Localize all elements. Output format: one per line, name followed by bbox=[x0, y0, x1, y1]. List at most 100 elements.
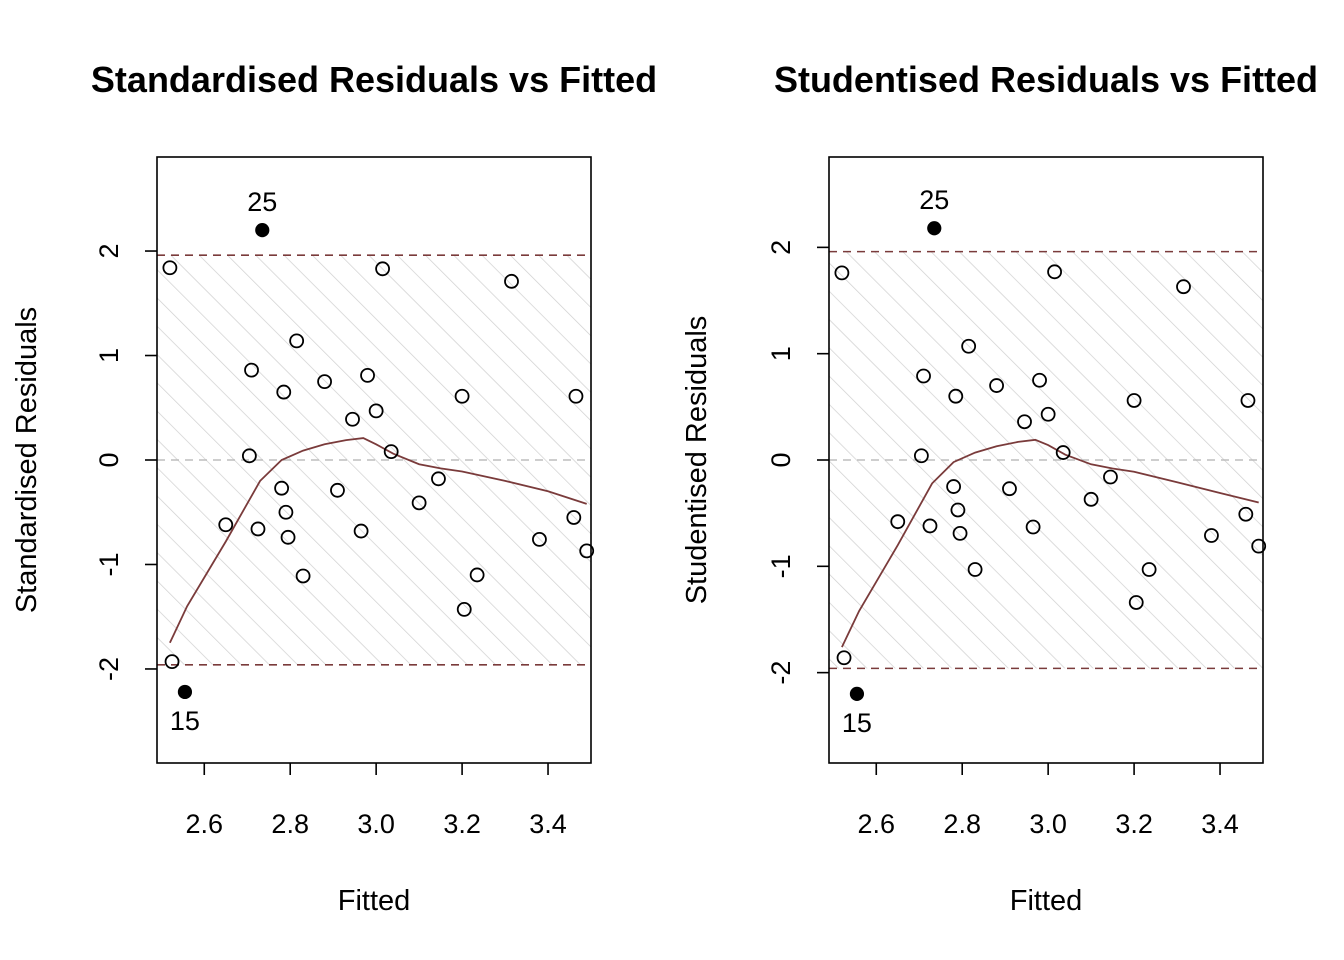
data-point bbox=[454, 388, 470, 404]
data-point bbox=[1240, 393, 1256, 408]
data-point bbox=[836, 650, 852, 666]
data-point bbox=[383, 444, 399, 460]
outlier-label: 25 bbox=[247, 187, 277, 217]
plot-area: 25 15 2.6 2.8 3.0 3.2 3.4 -2 -1 0 1 2 bbox=[94, 156, 595, 839]
x-tick-label: 3.0 bbox=[357, 809, 395, 839]
y-tick-label: 0 bbox=[766, 452, 796, 467]
data-point bbox=[952, 525, 968, 541]
data-point bbox=[353, 523, 369, 539]
data-point bbox=[1040, 406, 1056, 422]
data-point bbox=[289, 333, 305, 349]
x-axis-label: Fitted bbox=[1010, 885, 1083, 917]
data-point bbox=[241, 448, 257, 464]
y-tick-label: -1 bbox=[766, 554, 796, 578]
outlier-label: 15 bbox=[842, 708, 872, 738]
panel-standardised: Standardised Residuals vs Fitted Fitted … bbox=[11, 59, 657, 917]
data-point bbox=[280, 529, 296, 545]
data-point bbox=[532, 532, 547, 547]
data-point bbox=[950, 502, 966, 518]
outlier-point bbox=[927, 221, 942, 236]
y-axis-label: Standardised Residuals bbox=[11, 307, 43, 613]
data-point bbox=[1251, 538, 1267, 554]
chart-title: Studentised Residuals vs Fitted bbox=[774, 59, 1318, 100]
chart-title: Standardised Residuals vs Fitted bbox=[91, 59, 657, 100]
y-tick-label: 2 bbox=[94, 244, 124, 259]
data-point bbox=[1128, 595, 1144, 610]
data-point bbox=[566, 510, 582, 525]
y-axis-label: Studentised Residuals bbox=[681, 316, 713, 605]
plot-area: 25 15 2.6 2.8 3.0 3.2 3.4 -2 -1 0 1 2 bbox=[766, 156, 1267, 839]
x-tick-label: 3.0 bbox=[1029, 809, 1067, 839]
data-point bbox=[1002, 481, 1017, 497]
y-tick-label: 0 bbox=[94, 452, 124, 467]
data-point bbox=[916, 368, 931, 384]
data-point bbox=[568, 388, 584, 404]
data-point bbox=[913, 448, 929, 464]
data-point bbox=[1141, 562, 1157, 577]
data-point bbox=[278, 504, 294, 520]
data-point bbox=[1176, 279, 1191, 295]
x-tick-label: 2.8 bbox=[271, 809, 309, 839]
data-point bbox=[834, 265, 850, 281]
data-point bbox=[961, 338, 977, 354]
y-tick-label: -1 bbox=[94, 552, 124, 576]
data-point bbox=[345, 411, 360, 427]
x-axis-label: Fitted bbox=[338, 885, 411, 917]
data-point bbox=[1204, 528, 1219, 543]
data-point bbox=[1055, 445, 1071, 460]
outlier-point bbox=[177, 684, 193, 700]
x-tick-label: 2.8 bbox=[943, 809, 981, 839]
data-point bbox=[330, 482, 345, 498]
data-point bbox=[1126, 393, 1142, 408]
data-point bbox=[274, 480, 290, 496]
data-point bbox=[244, 362, 259, 378]
y-tick-label: 1 bbox=[94, 348, 124, 363]
data-point bbox=[948, 388, 964, 404]
data-point bbox=[1083, 491, 1099, 507]
y-tick-label: -2 bbox=[766, 661, 796, 685]
x-tick-label: 2.6 bbox=[857, 809, 895, 839]
data-point bbox=[164, 654, 180, 670]
data-point bbox=[1238, 506, 1254, 522]
data-point bbox=[375, 261, 390, 277]
data-point bbox=[504, 273, 519, 289]
data-point bbox=[431, 471, 446, 487]
outlier-point bbox=[255, 223, 270, 238]
smoother-line bbox=[169, 437, 587, 644]
data-point bbox=[922, 518, 938, 534]
x-tick-label: 3.2 bbox=[1115, 809, 1153, 839]
data-point bbox=[946, 479, 962, 494]
data-point bbox=[162, 260, 178, 276]
data-point bbox=[360, 367, 375, 383]
data-point bbox=[469, 567, 485, 583]
data-point bbox=[276, 384, 292, 400]
y-tick-label: 1 bbox=[766, 346, 796, 361]
outlier-label: 25 bbox=[919, 185, 949, 215]
data-point bbox=[1025, 519, 1041, 535]
x-tick-label: 3.4 bbox=[529, 809, 567, 839]
x-tick-label: 2.6 bbox=[185, 809, 223, 839]
data-point bbox=[967, 562, 983, 577]
data-point bbox=[218, 517, 234, 533]
data-point bbox=[317, 374, 332, 390]
outlier-point bbox=[849, 686, 865, 701]
data-point bbox=[1047, 264, 1062, 280]
smoother-line bbox=[841, 438, 1259, 648]
data-point bbox=[1017, 414, 1032, 430]
data-point bbox=[368, 403, 384, 419]
data-point bbox=[456, 602, 472, 617]
data-point bbox=[250, 521, 266, 537]
y-tick-label: 2 bbox=[766, 240, 796, 255]
x-tick-label: 3.2 bbox=[443, 809, 481, 839]
data-point bbox=[989, 378, 1004, 393]
data-point bbox=[890, 514, 906, 530]
data-point bbox=[411, 495, 427, 511]
x-tick-label: 3.4 bbox=[1201, 809, 1239, 839]
data-point bbox=[1103, 469, 1118, 485]
data-point bbox=[1032, 372, 1047, 388]
panel-studentised: Studentised Residuals vs Fitted Fitted S… bbox=[681, 59, 1318, 917]
outlier-label: 15 bbox=[170, 706, 200, 736]
y-tick-label: -2 bbox=[94, 657, 124, 681]
data-point bbox=[295, 568, 311, 584]
